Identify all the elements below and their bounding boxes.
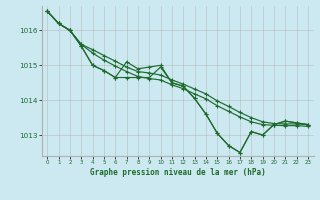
X-axis label: Graphe pression niveau de la mer (hPa): Graphe pression niveau de la mer (hPa)	[90, 168, 266, 177]
